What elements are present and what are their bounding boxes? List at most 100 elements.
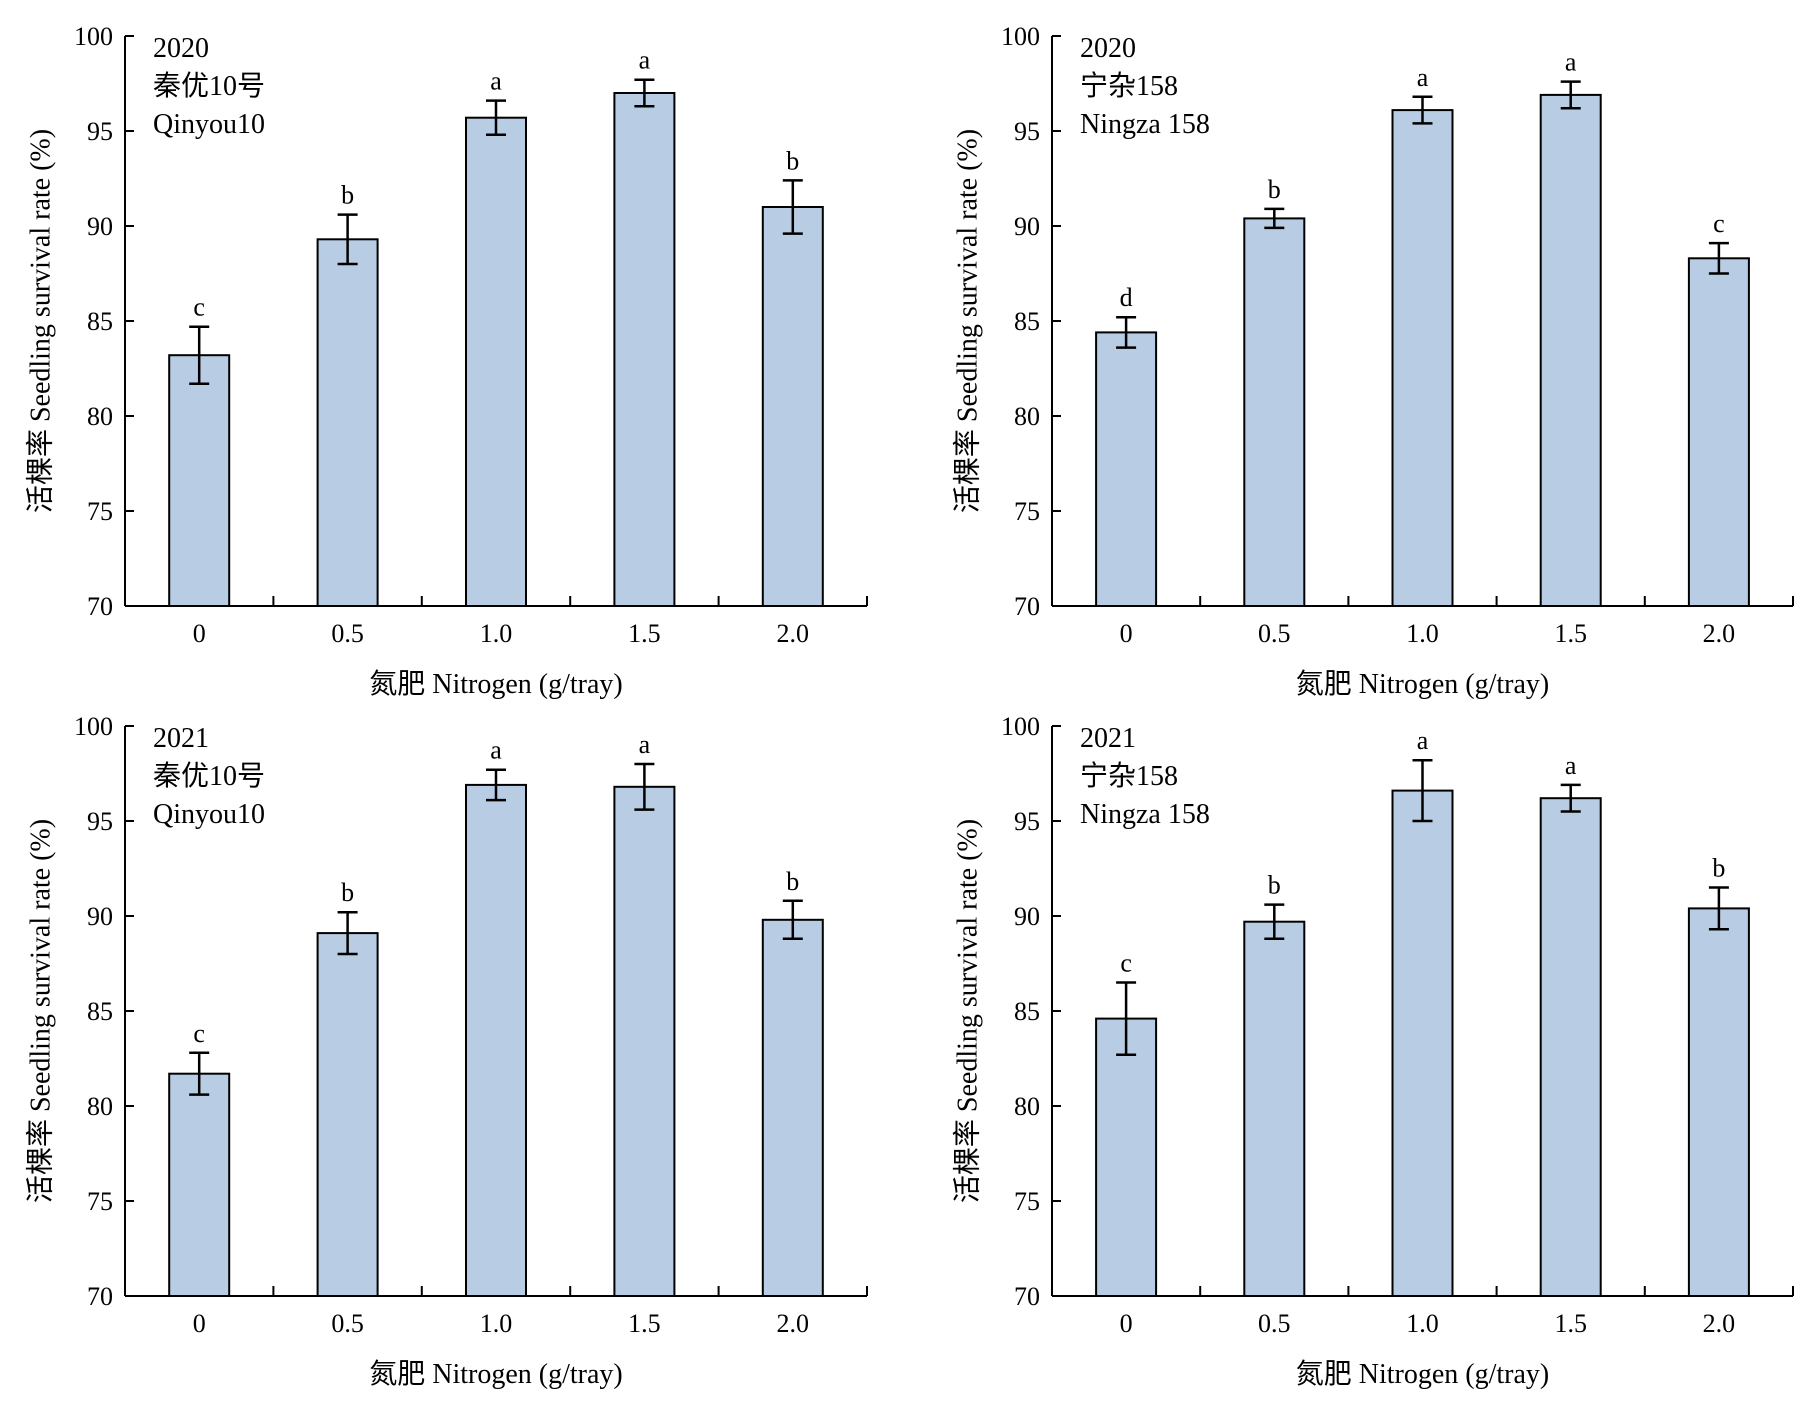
y-tick-label: 75	[1014, 1187, 1040, 1216]
x-tick-label: 2.0	[777, 619, 810, 648]
panel-inset-label: 2021	[1080, 723, 1136, 754]
panel-inset-label: 宁杂158	[1080, 70, 1178, 102]
bar	[1243, 217, 1306, 607]
panel-inset-label: Qinyou10	[153, 799, 265, 830]
bar	[1687, 907, 1750, 1298]
significance-letter: a	[1565, 48, 1577, 77]
panel-inset-label: 2021	[153, 723, 209, 754]
x-axis-title: 氮肥 Nitrogen (g/tray)	[1296, 1358, 1550, 1390]
y-tick-label: 85	[1014, 997, 1040, 1026]
panel-inset-label: 2020	[153, 33, 209, 64]
y-tick-label: 100	[74, 712, 113, 741]
bar	[613, 785, 676, 1297]
bar	[465, 116, 527, 607]
y-tick-label: 100	[1001, 22, 1040, 51]
bar	[168, 1072, 231, 1297]
bar	[613, 92, 676, 607]
bar	[1391, 109, 1454, 607]
significance-letter: a	[639, 46, 651, 75]
x-tick-label: 0.5	[1258, 1309, 1291, 1338]
panel-inset-label: Ningza 158	[1080, 109, 1210, 140]
bar	[316, 932, 379, 1297]
panel-inset-label: Ningza 158	[1080, 799, 1210, 830]
significance-letter: c	[193, 1019, 205, 1048]
y-tick-label: 75	[1014, 497, 1040, 526]
x-tick-label: 1.0	[480, 1309, 513, 1338]
panel-inset-label: Qinyou10	[153, 109, 265, 140]
significance-letter: a	[1417, 726, 1429, 755]
x-tick-label: 1.5	[1554, 619, 1587, 648]
significance-letter: b	[1712, 854, 1725, 883]
bar	[465, 783, 527, 1298]
y-tick-label: 90	[87, 902, 113, 931]
significance-letter: b	[1268, 175, 1281, 204]
x-tick-label: 1.0	[480, 619, 513, 648]
significance-letter: b	[341, 878, 354, 907]
y-tick-label: 80	[87, 402, 113, 431]
x-axis-title: 氮肥 Nitrogen (g/tray)	[1296, 668, 1550, 700]
significance-letter: c	[1713, 209, 1725, 238]
x-tick-label: 2.0	[1703, 619, 1736, 648]
significance-letter: c	[1120, 949, 1132, 978]
bar	[1095, 1017, 1158, 1297]
y-tick-label: 80	[1014, 1092, 1040, 1121]
bar	[1539, 93, 1602, 608]
significance-letter: a	[490, 736, 502, 765]
bar	[168, 354, 231, 608]
significance-letter: a	[639, 730, 651, 759]
y-tick-label: 80	[87, 1092, 113, 1121]
y-tick-label: 70	[1014, 1282, 1040, 1311]
x-tick-label: 0	[193, 619, 206, 648]
x-tick-label: 0	[193, 1309, 206, 1338]
y-tick-label: 75	[87, 1187, 113, 1216]
y-tick-label: 70	[87, 1282, 113, 1311]
bar	[1243, 920, 1306, 1297]
y-tick-label: 100	[74, 22, 113, 51]
chart-panel-bottom-right: 70 75 80 85 90 95 100 c 0 b 0.5 a 1.0 a 1.5 b 2.0 氮肥 Nitr…	[951, 712, 1794, 1390]
x-axis-title: 氮肥 Nitrogen (g/tray)	[369, 1358, 623, 1390]
y-tick-label: 80	[1014, 402, 1040, 431]
x-tick-label: 0.5	[1258, 619, 1291, 648]
y-tick-label: 90	[1014, 902, 1040, 931]
bar	[1687, 257, 1750, 607]
chart-panel-top-left: 70 75 80 85 90 95 100 c 0 b 0.5 a 1.0 a 1.5 b 2.0 氮肥 Nitr…	[24, 22, 868, 700]
y-axis-title: 活棵率 Seedling survival rate (%)	[24, 129, 56, 513]
x-axis-title: 氮肥 Nitrogen (g/tray)	[369, 668, 623, 700]
y-axis-title: 活棵率 Seedling survival rate (%)	[951, 819, 983, 1203]
x-tick-label: 0.5	[331, 1309, 364, 1338]
x-tick-label: 1.0	[1406, 1309, 1439, 1338]
y-tick-label: 75	[87, 497, 113, 526]
y-tick-label: 70	[1014, 592, 1040, 621]
y-tick-label: 95	[1014, 807, 1040, 836]
y-axis-title: 活棵率 Seedling survival rate (%)	[24, 819, 56, 1203]
bar	[1539, 797, 1602, 1297]
y-axis-title: 活棵率 Seedling survival rate (%)	[951, 129, 983, 513]
y-tick-label: 85	[1014, 307, 1040, 336]
y-tick-label: 90	[87, 212, 113, 241]
significance-letter: b	[786, 867, 799, 896]
panel-inset-label: 宁杂158	[1080, 760, 1178, 792]
bar	[316, 238, 379, 608]
chart-panel-bottom-left: 70 75 80 85 90 95 100 c 0 b 0.5 a 1.0 a 1.5 b 2.0 氮肥 Nitr…	[24, 712, 868, 1390]
bar	[1391, 789, 1454, 1297]
x-tick-label: 0	[1120, 619, 1133, 648]
bar	[761, 206, 824, 607]
y-tick-label: 90	[1014, 212, 1040, 241]
significance-letter: b	[1268, 871, 1281, 900]
significance-letter: b	[786, 146, 799, 175]
significance-letter: c	[193, 293, 205, 322]
panel-inset-label: 秦优10号	[153, 70, 265, 102]
y-tick-label: 95	[87, 117, 113, 146]
y-tick-label: 100	[1001, 712, 1040, 741]
significance-letter: a	[1565, 751, 1577, 780]
significance-letter: b	[341, 181, 354, 210]
x-tick-label: 2.0	[1703, 1309, 1736, 1338]
x-tick-label: 1.5	[628, 619, 661, 648]
x-tick-label: 1.0	[1406, 619, 1439, 648]
x-tick-label: 0	[1120, 1309, 1133, 1338]
panel-inset-label: 2020	[1080, 33, 1136, 64]
x-tick-label: 2.0	[777, 1309, 810, 1338]
y-tick-label: 85	[87, 997, 113, 1026]
panel-inset-label: 秦优10号	[153, 760, 265, 792]
